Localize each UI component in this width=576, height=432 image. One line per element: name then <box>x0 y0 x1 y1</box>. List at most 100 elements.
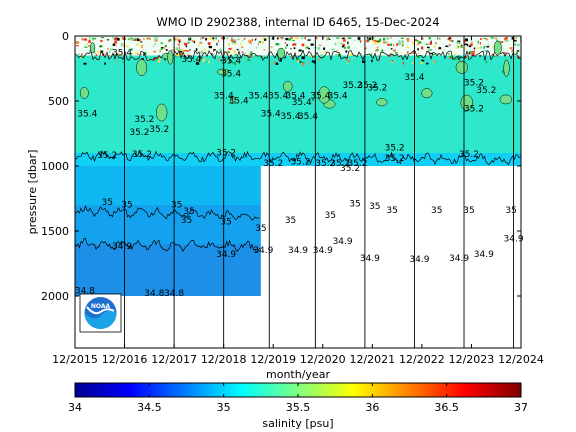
surface-mark <box>447 53 450 55</box>
surface-mark <box>412 41 415 45</box>
contour-label: 35.2 <box>97 151 117 161</box>
surface-mark <box>208 60 210 64</box>
contour-label: 35.2 <box>340 164 360 174</box>
surface-mark <box>164 46 166 50</box>
surface-mark <box>318 44 322 46</box>
surface-mark <box>401 57 405 60</box>
mixed-layer-contour <box>75 49 521 62</box>
surface-mark <box>509 47 513 50</box>
surface-mark <box>375 49 378 52</box>
surface-mark <box>366 39 369 43</box>
surface-mark <box>192 38 194 41</box>
surface-mark <box>401 43 404 47</box>
surface-mark <box>447 38 450 40</box>
surface-mark <box>140 53 142 56</box>
surface-mark <box>88 37 91 40</box>
surface-mark <box>177 39 181 42</box>
surface-mark <box>107 55 111 57</box>
surface-mark <box>114 37 116 39</box>
surface-mark <box>485 61 488 64</box>
colorbar-tick-label: 36 <box>365 401 379 414</box>
contour-label: 35.4 <box>214 91 234 101</box>
surface-mark <box>175 53 180 56</box>
contour-label: 35.2 <box>342 81 362 91</box>
surface-mark <box>505 39 509 42</box>
surface-mark <box>219 48 223 52</box>
surface-mark <box>199 41 203 44</box>
surface-mark <box>226 51 230 53</box>
surface-mark <box>76 45 79 47</box>
contour-label: 35.2 <box>134 115 154 125</box>
surface-mark <box>343 39 346 42</box>
contour-label: 35.4 <box>229 97 249 107</box>
surface-mark <box>425 43 429 45</box>
surface-mark <box>255 46 258 49</box>
surface-mark <box>514 43 516 46</box>
surface-mark <box>137 38 140 42</box>
contour-label: 35 <box>183 207 194 217</box>
surface-mark <box>336 50 338 52</box>
surface-mark <box>131 52 133 55</box>
surface-mark <box>277 37 279 40</box>
surface-mark <box>402 61 405 65</box>
surface-mark <box>104 62 106 65</box>
surface-mark <box>470 43 473 46</box>
surface-mark <box>390 48 393 50</box>
surface-mark <box>513 40 517 42</box>
surface-mark <box>416 39 419 42</box>
surface-mark <box>93 59 96 61</box>
salinity-layer-4 <box>75 205 261 244</box>
surface-mark <box>483 37 487 39</box>
surface-mark <box>231 61 233 64</box>
surface-mark <box>143 53 145 56</box>
surface-mark <box>220 59 223 61</box>
surface-mark <box>122 61 124 63</box>
surface-mark <box>218 57 220 59</box>
y-tick-label: 2000 <box>41 290 69 303</box>
surface-mark <box>429 52 433 55</box>
surface-mark <box>385 41 389 44</box>
surface-mark <box>172 46 174 49</box>
contour-label: 34.9 <box>449 254 469 264</box>
contour-label: 34.9 <box>474 250 494 260</box>
surface-mark <box>432 53 436 56</box>
surface-mark <box>242 40 244 42</box>
contour-label: 35 <box>255 224 266 234</box>
surface-mark <box>428 37 431 40</box>
surface-mark <box>491 53 494 56</box>
surface-mark <box>414 39 417 42</box>
surface-mark <box>318 58 321 61</box>
contour-label: 35 <box>285 216 296 226</box>
surface-mark <box>354 39 356 42</box>
surface-mark <box>114 40 117 44</box>
surface-mark <box>121 43 124 45</box>
surface-mark <box>185 45 187 48</box>
surface-mark <box>200 51 204 54</box>
surface-mark <box>257 42 259 46</box>
surface-mark <box>417 43 420 45</box>
colorbar-tick-label: 37 <box>514 401 528 414</box>
surface-mark <box>187 37 191 40</box>
surface-mark <box>421 46 424 50</box>
surface-mark <box>81 53 83 56</box>
surface-mark <box>174 40 176 42</box>
surface-mark <box>374 39 377 42</box>
colorbar-tick-label: 34 <box>68 401 82 414</box>
surface-mark <box>285 46 287 49</box>
surface-mark <box>376 60 380 62</box>
surface-mark <box>211 53 213 55</box>
surface-mark <box>154 43 157 46</box>
surface-mark <box>407 51 409 53</box>
surface-mark <box>460 44 463 48</box>
contour-label: 34.9 <box>333 237 353 247</box>
surface-mark <box>241 57 245 61</box>
surface-mark <box>251 38 254 42</box>
surface-mark <box>195 48 198 51</box>
x-axis: 12/2015 12/2016 12/2017 12/2018 12/2019 12/20… <box>52 36 544 366</box>
contour-label: 34.8 <box>144 289 164 299</box>
surface-mark <box>495 37 497 39</box>
surface-mark <box>269 62 271 65</box>
x-tick-label: 12/2022 <box>399 353 445 366</box>
surface-mark <box>517 43 520 47</box>
surface-mark <box>233 50 237 53</box>
